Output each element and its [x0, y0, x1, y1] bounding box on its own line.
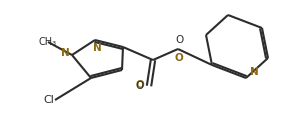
Text: N: N [61, 48, 69, 58]
Text: O: O [136, 80, 144, 90]
Text: N: N [250, 67, 258, 77]
Text: CH₃: CH₃ [39, 37, 57, 47]
Text: Cl: Cl [44, 95, 54, 105]
Text: O: O [175, 53, 183, 63]
Text: O: O [135, 81, 143, 91]
Text: O: O [175, 35, 183, 45]
Text: N: N [93, 43, 101, 53]
